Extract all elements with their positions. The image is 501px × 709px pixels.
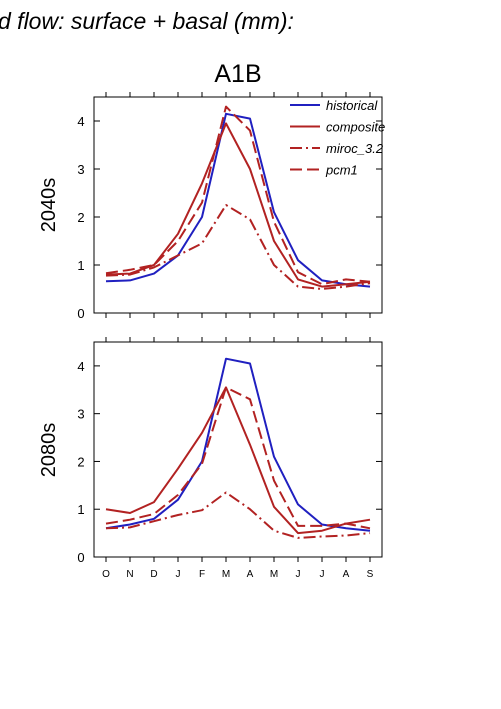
legend-label-composite: composite	[326, 120, 385, 135]
y-tick-label: 3	[77, 162, 84, 177]
legend-label-pcm1: pcm1	[325, 163, 358, 178]
series-line-miroc_3.2	[105, 204, 371, 290]
y-tick-label: 1	[77, 502, 84, 517]
x-tick-label: J	[296, 569, 301, 580]
x-tick-label: J	[176, 569, 181, 580]
figure-suptitle: d flow: surface + basal (mm):	[0, 8, 294, 34]
y-axis-label: 2080s	[38, 423, 60, 478]
x-tick-label: N	[126, 569, 133, 580]
scenario-title: A1B	[214, 60, 261, 88]
y-tick-label: 0	[77, 550, 84, 565]
plot-frame	[93, 341, 383, 558]
panel-2080s: 0 1 2 3 4 O N D J F M A M J J A S 2080s	[38, 337, 383, 580]
y-tick-label: 2	[77, 210, 84, 225]
x-tick-label: S	[367, 569, 374, 580]
series-line-pcm1	[105, 105, 371, 286]
x-tick-label: F	[199, 569, 205, 580]
series-line-historical	[105, 112, 371, 288]
y-tick-label: 2	[77, 454, 84, 469]
y-tick-label: 1	[77, 258, 84, 273]
x-tick-label: M	[270, 569, 278, 580]
legend-label-historical: historical	[326, 98, 378, 113]
x-tick-label: M	[222, 569, 230, 580]
x-tick-label: D	[150, 569, 157, 580]
series-line-pcm1	[105, 386, 371, 530]
series-line-composite	[105, 386, 371, 535]
x-tick-label: J	[320, 569, 325, 580]
y-tick-label: 3	[77, 407, 84, 422]
x-tick-label: A	[343, 569, 350, 580]
series-line-historical	[105, 357, 371, 532]
y-tick-label: 4	[77, 114, 84, 129]
x-tick-label: O	[102, 569, 110, 580]
y-tick-label: 0	[77, 306, 84, 321]
plot-frame	[93, 96, 383, 314]
y-tick-label: 4	[77, 359, 84, 374]
y-axis-label: 2040s	[38, 178, 60, 233]
legend-label-miroc_3.2: miroc_3.2	[326, 141, 384, 156]
x-tick-label: A	[247, 569, 254, 580]
series-line-miroc_3.2	[105, 491, 371, 539]
panel-2040s: 0 1 2 3 4 2040s historical composite miroc_3.2pc…	[38, 92, 385, 321]
